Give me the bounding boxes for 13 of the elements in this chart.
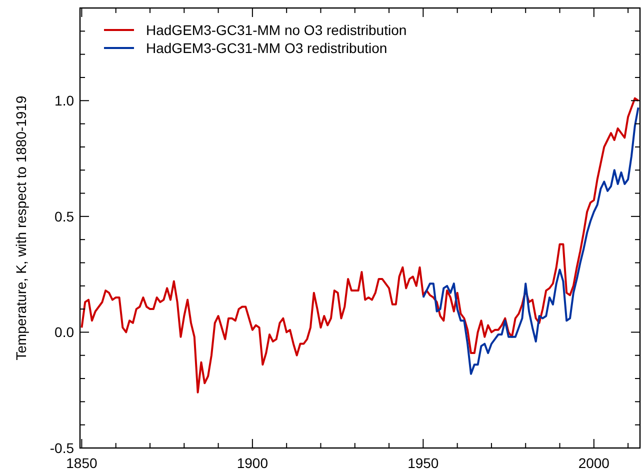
y-tick-label: -0.5 bbox=[50, 440, 74, 456]
y-axis-title: Temperature, K, with respect to 1880-1919 bbox=[13, 95, 29, 360]
line-series bbox=[80, 97, 640, 394]
x-tick-label: 2000 bbox=[578, 455, 610, 471]
x-tick-label: 1850 bbox=[66, 455, 98, 471]
legend-label: HadGEM3-GC31-MM O3 redistribution bbox=[146, 40, 388, 56]
x-tick-label: 1900 bbox=[236, 455, 268, 471]
y-tick-label: 0.5 bbox=[54, 208, 74, 224]
legend-label: HadGEM3-GC31-MM no O3 redistribution bbox=[146, 22, 407, 38]
y-tick-label: 1.0 bbox=[54, 92, 74, 109]
x-tick-label: 1950 bbox=[408, 455, 439, 471]
y-tick-label: 0.0 bbox=[54, 324, 74, 340]
line-series bbox=[422, 106, 640, 375]
